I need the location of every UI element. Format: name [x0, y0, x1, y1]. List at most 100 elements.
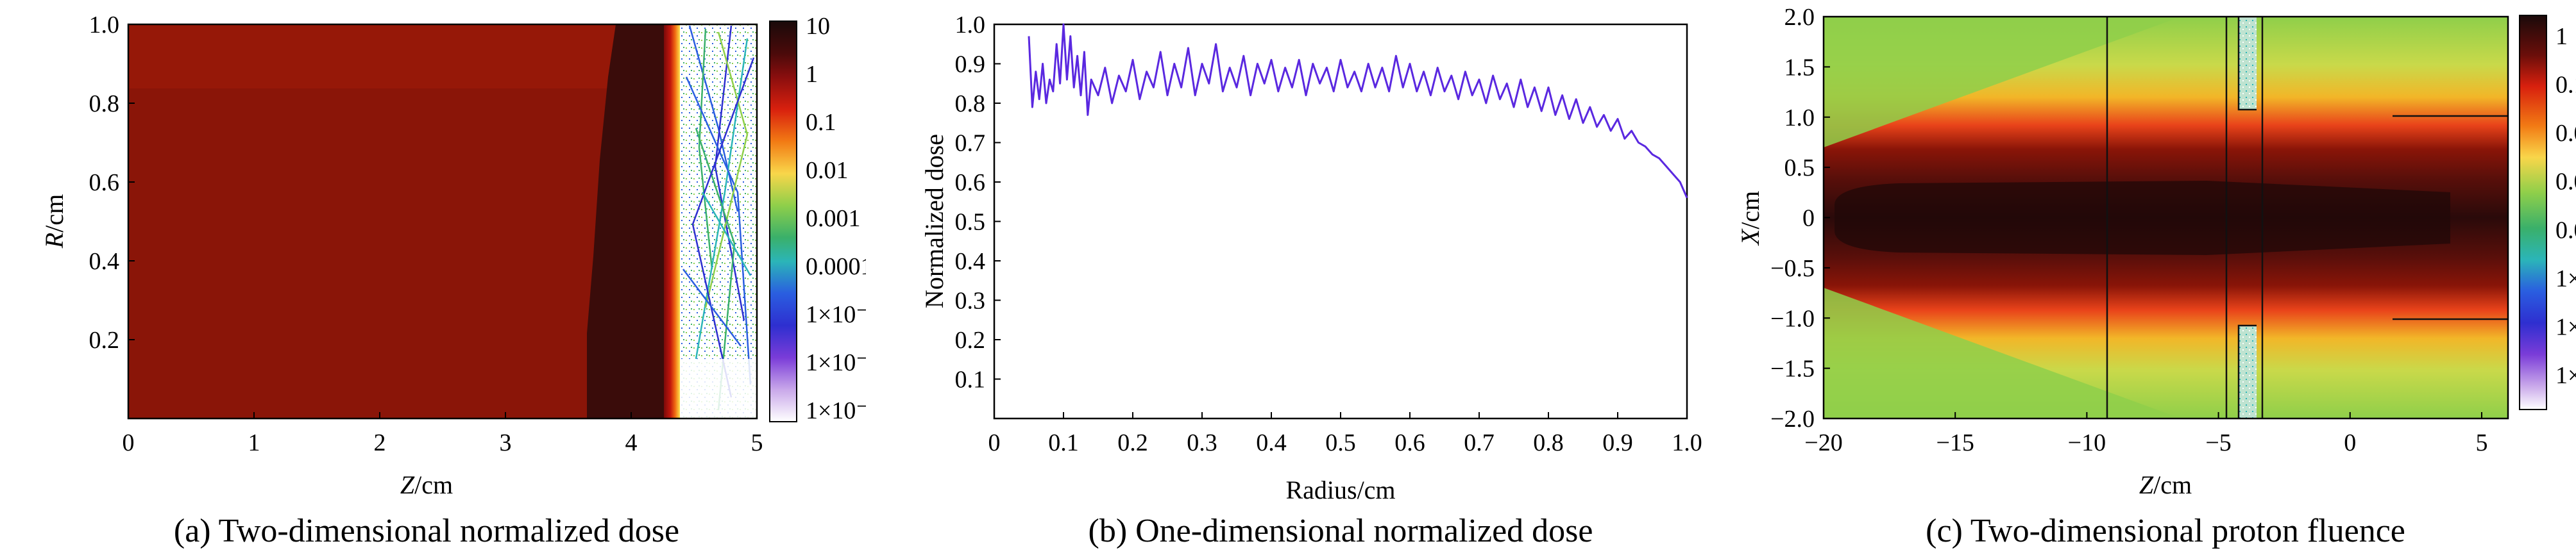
x-ticks: 0 0.1 0.2 0.3 0.4 0.5 0.6 0.7 0.8 0.9 1.0 — [988, 412, 1702, 456]
plot-frame — [993, 23, 1688, 420]
colorbar-label: 0.1 — [806, 109, 836, 136]
y-tick-label: −1.5 — [1770, 356, 1815, 383]
panel-a-svg: 0 1 2 3 4 5 0.2 0.4 0.6 0.8 1.0 Z/cm R/cm 10 1 0.1 0… — [40, 12, 877, 549]
lower-green-wedge — [1824, 288, 2181, 418]
series-line — [1028, 23, 1688, 199]
y-tick-label: 0 — [1802, 205, 1815, 232]
colorbar — [769, 21, 797, 422]
x-ticks: 0 1 2 3 4 5 — [123, 412, 763, 456]
colorbar — [2519, 15, 2547, 410]
y-tick-label: 0.8 — [89, 90, 120, 117]
y-ticks: 0.1 0.2 0.3 0.4 0.5 0.6 0.7 0.8 0.9 1.0 — [955, 12, 1001, 393]
caption-b: (b) One-dimensional normalized dose — [1089, 513, 1593, 549]
panel-b: 0 0.1 0.2 0.3 0.4 0.5 0.6 0.7 0.8 0.9 1.0 0.1 0.2 0.… — [911, 0, 1732, 552]
lower-collimator-gap — [2239, 326, 2257, 418]
y-axis-label: Normalized dose — [920, 134, 949, 308]
colorbar-label: 1×10⁻⁷ — [2555, 362, 2576, 389]
upper-collimator-gap — [2239, 17, 2257, 110]
y-tick-label: 0.6 — [955, 169, 986, 196]
x-tick-label: 2 — [374, 429, 386, 456]
x-tick-label: 0.3 — [1187, 429, 1217, 456]
y-ticks: 2.0 1.5 1.0 0.5 0 −0.5 −1.0 −1.5 −2.0 — [1770, 4, 1830, 433]
x-tick-label: −10 — [2068, 429, 2106, 456]
x-tick-label: 0.1 — [1048, 429, 1079, 456]
caption-a: (a) Two-dimensional normalized dose — [174, 513, 679, 549]
y-tick-label: 0.3 — [955, 288, 986, 315]
x-ticks: −20 −15 −10 −5 0 5 — [1804, 412, 2487, 456]
y-tick-label: 2.0 — [1784, 4, 1815, 31]
colorbar-label: 0.001 — [806, 205, 861, 232]
x-tick-label: 4 — [625, 429, 638, 456]
colorbar-label: 1×10⁻⁶ — [2555, 313, 2576, 340]
y-tick-label: 1.0 — [955, 12, 986, 38]
y-tick-label: −0.5 — [1770, 255, 1815, 282]
particle-tracks — [682, 25, 755, 411]
dark-core-region — [587, 24, 674, 418]
y-tick-label: 1.5 — [1784, 54, 1815, 81]
y-tick-label: 0.2 — [955, 327, 986, 354]
y-tick-label: 0.5 — [955, 209, 986, 236]
x-tick-label: 0.7 — [1464, 429, 1495, 456]
empty-corner — [680, 359, 757, 418]
y-tick-label: 0.4 — [955, 248, 986, 275]
x-tick-label: 0.9 — [1602, 429, 1633, 456]
y-tick-label: 0.5 — [1784, 154, 1815, 181]
x-tick-label: −5 — [2205, 429, 2231, 456]
x-tick-label: −15 — [1936, 429, 1974, 456]
panel-c: −20 −15 −10 −5 0 5 2.0 1.5 1.0 0.5 0 −0.5 −1.0 −1.5 −… — [1732, 0, 2576, 552]
x-tick-label: 0.6 — [1394, 429, 1425, 456]
x-tick-label: 3 — [500, 429, 512, 456]
y-tick-label: 0.1 — [955, 367, 986, 393]
colorbar-label: 1×10⁻⁷ — [806, 397, 866, 424]
x-tick-label: 5 — [751, 429, 763, 456]
x-tick-label: 0 — [988, 429, 1001, 456]
colorbar-label: 1×10⁻⁶ — [806, 349, 866, 376]
beam-core — [1835, 181, 2450, 255]
colorbar-label: 1×10⁻⁵ — [2555, 265, 2576, 292]
y-tick-label: 0.2 — [89, 327, 120, 354]
geometry-lines — [2106, 17, 2508, 418]
x-tick-label: −20 — [1804, 429, 1842, 456]
x-axis-label: Z/cm — [2139, 470, 2192, 499]
y-tick-label: −2.0 — [1770, 406, 1815, 433]
y-tick-label: 1.0 — [1784, 104, 1815, 131]
caption-c: (c) Two-dimensional proton fluence — [1926, 513, 2405, 549]
colorbar-label: 1 — [806, 61, 818, 88]
y-tick-label: 1.0 — [89, 12, 120, 38]
x-tick-label: 5 — [2475, 429, 2487, 456]
x-tick-label: 0 — [123, 429, 135, 456]
x-tick-label: 1 — [248, 429, 260, 456]
colorbar-label: 0.01 — [806, 157, 849, 184]
panel-b-svg: 0 0.1 0.2 0.3 0.4 0.5 0.6 0.7 0.8 0.9 1.0 0.10.20.… — [920, 12, 1702, 549]
colorbar-label: 0.001 — [2555, 169, 2576, 195]
x-axis-label: Radius/cm — [1285, 476, 1395, 504]
y-tick-label: 0.6 — [89, 169, 120, 196]
panel-a: 0 1 2 3 4 5 0.2 0.4 0.6 0.8 1.0 Z/cm R/cm 10 1 0.1 0… — [0, 0, 877, 552]
plot-frame — [127, 23, 758, 420]
x-tick-label: 0.5 — [1325, 429, 1356, 456]
y-ticks: 0.2 0.4 0.6 0.8 1.0 — [89, 12, 135, 354]
colorbar-label: 10 — [806, 13, 830, 40]
colorbar-label: 0.01 — [2555, 120, 2576, 147]
x-axis-label: Z/cm — [400, 470, 453, 499]
y-tick-label: 0.7 — [955, 130, 986, 157]
panel-c-svg: −20 −15 −10 −5 0 5 2.0 1.5 1.0 0.5 0 −0.5 −1.0 −1.5 −… — [1736, 4, 2576, 549]
y-axis-label: R/cm — [40, 194, 69, 249]
x-tick-label: 1.0 — [1672, 429, 1702, 456]
y-tick-label: 0.9 — [955, 51, 986, 78]
x-tick-label: 0.8 — [1533, 429, 1564, 456]
x-tick-label: 0.4 — [1256, 429, 1287, 456]
colorbar-label: 0.1 — [2555, 72, 2576, 99]
colorbar-label: 1 — [2555, 23, 2568, 50]
edge-gradient — [664, 24, 680, 418]
y-tick-label: 0.8 — [955, 90, 986, 117]
dose-line — [1028, 23, 1688, 199]
upper-green-wedge — [1824, 17, 2181, 147]
x-tick-label: 0.2 — [1117, 429, 1148, 456]
y-axis-label: X/cm — [1736, 191, 1765, 246]
y-tick-label: −1.0 — [1770, 305, 1815, 332]
